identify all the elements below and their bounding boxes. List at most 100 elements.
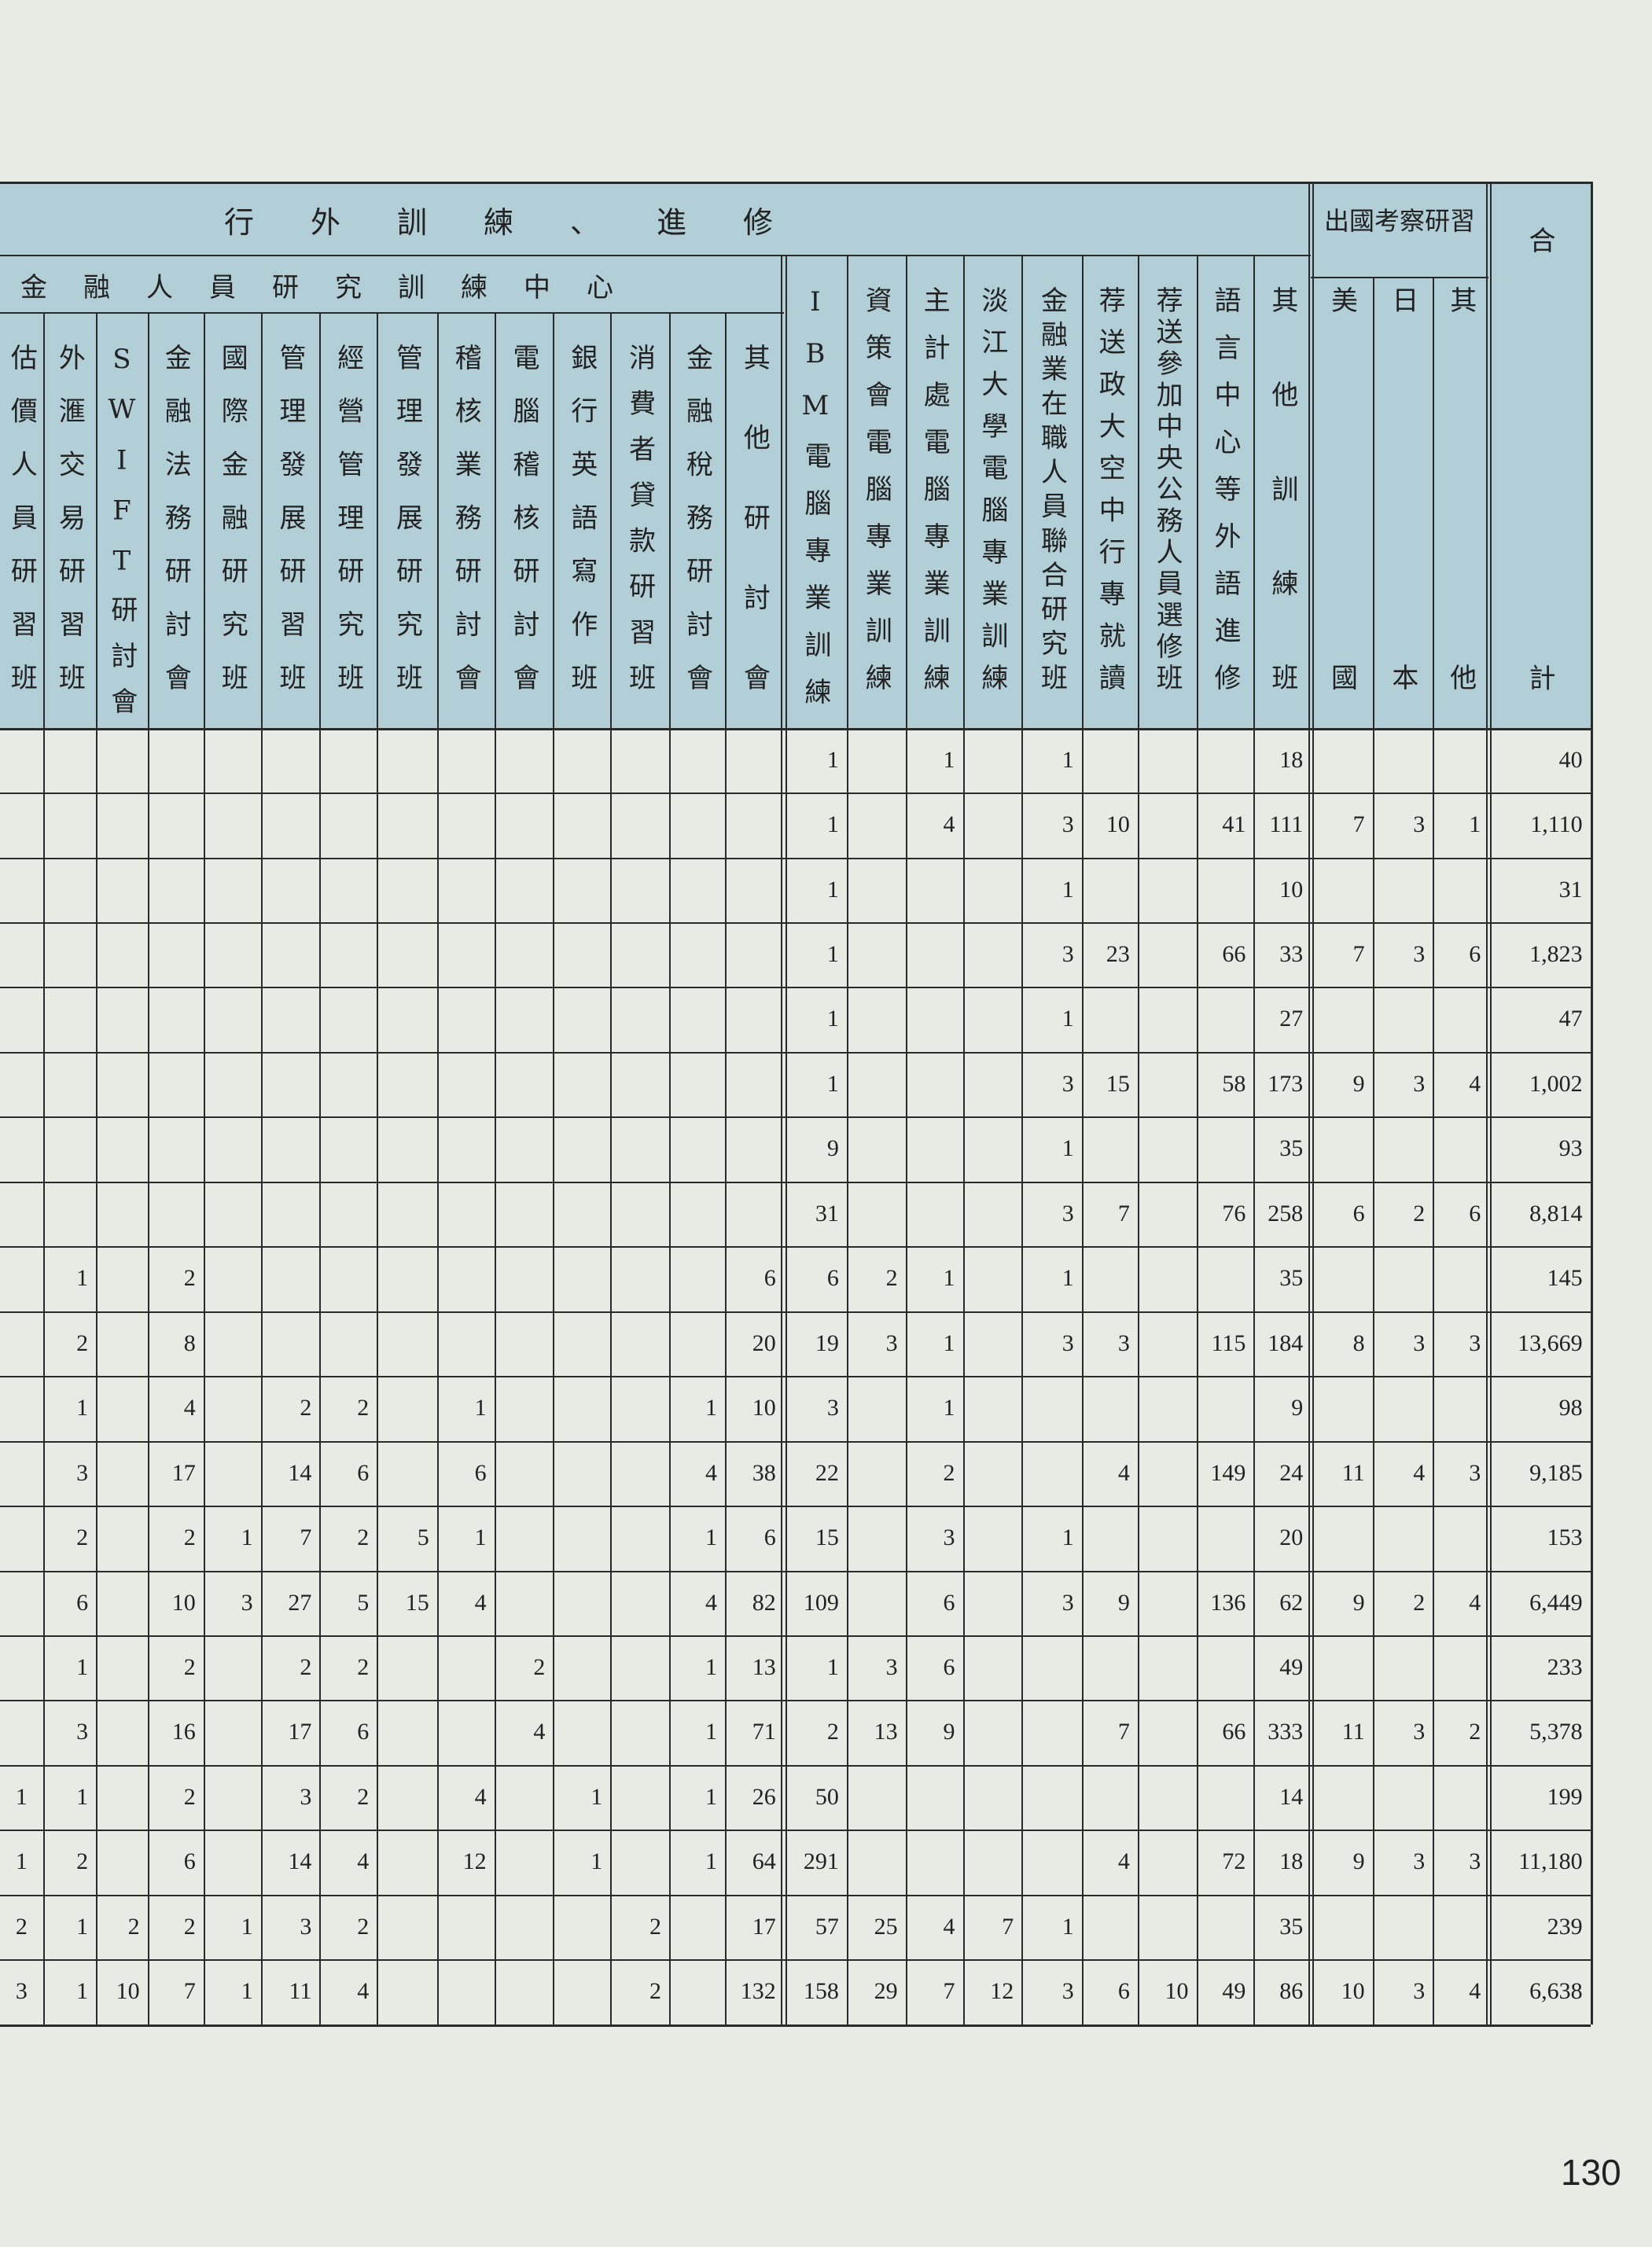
table-cell: 6 bbox=[183, 1848, 196, 1875]
table-cell: 33 bbox=[1279, 941, 1304, 968]
table-cell: 6,449 bbox=[1529, 1589, 1583, 1616]
table-cell: 66 bbox=[1222, 941, 1246, 968]
table-cell: 4 bbox=[357, 1848, 370, 1875]
table-cell: 49 bbox=[1222, 1978, 1246, 2005]
table-cell: 3 bbox=[1061, 811, 1074, 838]
column-header: 淡江大學電腦專業訓練 bbox=[976, 286, 1008, 706]
table-cell: 10 bbox=[1279, 876, 1304, 903]
table-cell: 3 bbox=[1117, 1329, 1130, 1356]
column-header: 銀行英語寫作班 bbox=[565, 344, 598, 718]
table-cell: 173 bbox=[1268, 1070, 1304, 1097]
table-cell: 47 bbox=[1558, 1006, 1583, 1032]
column-header: 其他訓練班 bbox=[1266, 286, 1298, 759]
table-cell: 111 bbox=[1269, 811, 1304, 838]
table-cell: 2 bbox=[1413, 1589, 1426, 1616]
table-cell: 239 bbox=[1547, 1913, 1583, 1940]
table-cell: 1 bbox=[591, 1783, 603, 1810]
table-cell: 2 bbox=[357, 1524, 370, 1551]
table-cell: 3 bbox=[1061, 941, 1074, 968]
table-cell: 6 bbox=[763, 1524, 776, 1551]
table-cell: 2 bbox=[183, 1524, 196, 1551]
table-cell: 6 bbox=[826, 1265, 839, 1292]
table-cell: 3 bbox=[1413, 811, 1426, 838]
table-cell: 2 bbox=[127, 1913, 140, 1940]
table-cell: 2 bbox=[76, 1524, 89, 1551]
table-cell: 9 bbox=[1291, 1395, 1304, 1421]
table-cell: 1 bbox=[474, 1395, 487, 1421]
table-cell: 2 bbox=[300, 1654, 312, 1681]
column-header: 美國 bbox=[1326, 286, 1358, 1042]
table-cell: 1 bbox=[943, 1395, 955, 1421]
table-cell: 15 bbox=[405, 1589, 429, 1616]
column-header: 金融業在職人員聯合研究班 bbox=[1036, 286, 1068, 698]
table-cell: 333 bbox=[1268, 1719, 1304, 1745]
column-header: 資策會電腦專業訓練 bbox=[860, 286, 892, 712]
table-cell: 4 bbox=[1117, 1848, 1130, 1875]
table-cell: 1 bbox=[705, 1395, 718, 1421]
rule bbox=[0, 1311, 1591, 1313]
rule bbox=[725, 312, 727, 2025]
table-cell: 2 bbox=[357, 1395, 370, 1421]
table-cell: 3 bbox=[1413, 1978, 1426, 2005]
table-cell: 1 bbox=[1061, 746, 1074, 773]
rule bbox=[1485, 182, 1488, 2025]
table-cell: 17 bbox=[171, 1459, 196, 1486]
table-cell: 233 bbox=[1547, 1654, 1583, 1681]
table-cell: 17 bbox=[288, 1719, 312, 1745]
table-cell: 2 bbox=[649, 1913, 661, 1940]
table-cell: 2 bbox=[300, 1395, 312, 1421]
table-cell: 1 bbox=[705, 1848, 718, 1875]
table-cell: 64 bbox=[752, 1848, 776, 1875]
table-cell: 31 bbox=[1558, 876, 1583, 903]
rule bbox=[203, 312, 205, 2025]
rule bbox=[0, 1830, 1591, 1832]
rule bbox=[0, 1700, 1591, 1702]
table-cell: 3 bbox=[1469, 1459, 1481, 1486]
total-header: 合計 bbox=[1523, 226, 1555, 1101]
column-header: 荐送參加中央公務人員選修班 bbox=[1151, 286, 1183, 696]
table-cell: 4 bbox=[943, 811, 955, 838]
rule bbox=[1590, 182, 1593, 2025]
table-cell: 5 bbox=[417, 1524, 429, 1551]
rule bbox=[42, 312, 45, 2025]
table-cell: 3 bbox=[826, 1395, 839, 1421]
table-cell: 7 bbox=[943, 1978, 955, 2005]
table-cell: 7 bbox=[1117, 1719, 1130, 1745]
rule bbox=[0, 182, 1591, 185]
table-cell: 17 bbox=[752, 1913, 776, 1940]
column-header: 管理發展研究班 bbox=[391, 344, 423, 718]
column-header: 荐送政大空中行專就讀 bbox=[1094, 286, 1126, 706]
table-cell: 27 bbox=[1279, 1006, 1304, 1032]
table-cell: 1 bbox=[76, 1654, 89, 1681]
table-cell: 13,669 bbox=[1518, 1329, 1583, 1356]
table-cell: 1 bbox=[826, 1654, 839, 1681]
column-header: 經營管理研究班 bbox=[332, 344, 364, 718]
rule bbox=[319, 312, 322, 2025]
rule bbox=[0, 1246, 1591, 1249]
table-cell: 6 bbox=[763, 1265, 776, 1292]
table-cell: 1 bbox=[15, 1783, 28, 1810]
table-cell: 109 bbox=[803, 1589, 839, 1616]
rule bbox=[0, 922, 1591, 925]
table-cell: 1 bbox=[826, 941, 839, 968]
table-cell: 18 bbox=[1279, 1848, 1304, 1875]
table-cell: 72 bbox=[1222, 1848, 1246, 1875]
table-cell: 1 bbox=[241, 1913, 253, 1940]
table-cell: 6 bbox=[76, 1589, 89, 1616]
table-cell: 11 bbox=[289, 1978, 312, 2005]
table-cell: 7 bbox=[1002, 1913, 1014, 1940]
rule bbox=[147, 312, 149, 2025]
table-cell: 3 bbox=[241, 1589, 253, 1616]
rule bbox=[1137, 255, 1139, 2025]
table-cell: 1 bbox=[241, 1978, 253, 2005]
column-header: IBM電腦專業訓練 bbox=[799, 286, 831, 726]
rule bbox=[1081, 255, 1084, 2025]
table-cell: 29 bbox=[874, 1978, 898, 2005]
table-cell: 6 bbox=[1117, 1978, 1130, 2005]
table-cell: 4 bbox=[1469, 1070, 1481, 1097]
table-cell: 153 bbox=[1547, 1524, 1583, 1551]
table-cell: 3 bbox=[76, 1719, 89, 1745]
column-header: 估價人員研習班 bbox=[6, 344, 38, 718]
table-cell: 1 bbox=[943, 1265, 955, 1292]
rule bbox=[905, 255, 907, 2025]
